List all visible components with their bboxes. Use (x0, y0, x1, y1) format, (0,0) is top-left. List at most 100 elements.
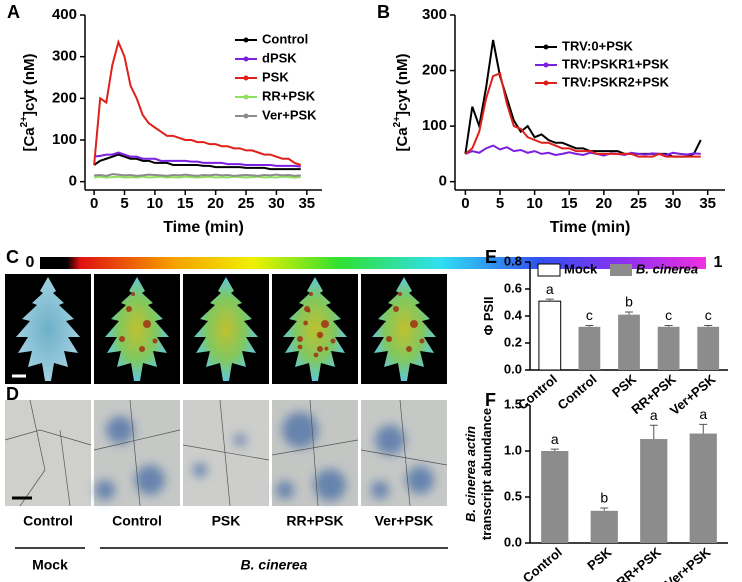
y-axis-label: Φ PSII (481, 297, 496, 336)
y-tick-label: 0 (439, 173, 447, 190)
panel-letter: D (6, 384, 19, 404)
y-tick-label: 0.6 (504, 280, 522, 295)
bar (541, 451, 569, 543)
column-label: RR+PSK (286, 513, 343, 529)
legend-label: Ver+PSK (262, 107, 317, 122)
y-tick-label: 400 (52, 6, 77, 23)
x-tick-label: 20 (596, 195, 613, 212)
significance-letter: b (600, 490, 608, 506)
x-tick-label: 15 (177, 195, 194, 212)
leaf-images (5, 274, 447, 384)
bar (697, 326, 720, 370)
x-tick-label: 35 (699, 195, 716, 212)
y-tick-label: 200 (52, 89, 77, 106)
scale-min: 0 (26, 254, 35, 271)
column-label: Control (112, 513, 162, 529)
panel-letter: C (6, 247, 19, 267)
y-tick-label: 100 (52, 131, 77, 148)
y-axis-label-part: [Ca (394, 127, 411, 152)
legend-marker (243, 56, 249, 62)
color-scale (40, 257, 706, 269)
scale-max: 1 (714, 254, 723, 271)
significance-letter: c (705, 307, 712, 323)
error-bar (664, 324, 673, 327)
y-axis-label-part: ]cyt (nM) (21, 53, 38, 116)
y-axis-label-line: B. cinerea actin (463, 426, 478, 522)
significance-letter: a (650, 407, 658, 423)
panel-letter: A (7, 2, 20, 22)
legend-marker (243, 113, 249, 119)
y-axis-label-part: 2+ (392, 116, 403, 128)
bar (618, 314, 640, 370)
x-tick-label: 15 (561, 195, 578, 212)
y-tick-label: 0.8 (504, 253, 522, 268)
y-axis-label: [Ca2+]cyt (nM) (392, 53, 411, 151)
significance-letter: c (586, 307, 593, 323)
legend-label: TRV:PSKR2+PSK (562, 74, 670, 89)
x-tick-label: Control (520, 544, 565, 582)
legend-label: TRV:0+PSK (562, 38, 634, 53)
x-tick-label: 20 (207, 195, 224, 212)
legend-swatch (537, 263, 561, 277)
panel-letter: E (485, 247, 497, 267)
legend-swatch (610, 264, 632, 276)
y-tick-label: 1.0 (504, 442, 522, 457)
error-bar (625, 311, 633, 315)
x-tick-label: 10 (147, 195, 164, 212)
column-label: Control (23, 513, 73, 529)
x-tick-label: 0 (461, 195, 469, 212)
y-tick-label: 0.5 (504, 488, 522, 503)
y-tick-label: 0.0 (504, 534, 522, 549)
error-bar (649, 424, 658, 440)
error-bar (585, 324, 594, 327)
data-line (464, 71, 701, 158)
bar (689, 433, 717, 543)
error-bar (550, 448, 559, 451)
x-axis-label: Time (min) (163, 219, 244, 236)
legend-marker (243, 75, 249, 81)
significance-letter: a (551, 431, 559, 447)
error-bar (704, 324, 713, 327)
y-axis-label: B. cinerea actintranscript abundance (463, 408, 494, 540)
x-tick-label: 30 (665, 195, 682, 212)
x-tick-label: RR+PSK (614, 544, 665, 582)
y-tick-label: 300 (52, 48, 77, 65)
x-tick-label: 0 (90, 195, 98, 212)
significance-letter: c (665, 307, 672, 323)
significance-letter: b (625, 294, 633, 310)
data-line (93, 153, 301, 171)
x-tick-label: 5 (496, 195, 504, 212)
y-axis-label-line: Φ PSII (481, 297, 496, 336)
group-label: Mock (32, 557, 68, 573)
legend-label: RR+PSK (262, 88, 316, 103)
legend-marker (543, 80, 549, 86)
x-tick-label: Ver+PSK (662, 544, 714, 582)
bar (657, 326, 680, 370)
error-bar (600, 507, 609, 511)
y-tick-label: 100 (422, 117, 447, 134)
significance-letter: a (699, 406, 707, 422)
y-axis-label: [Ca2+]cyt (nM) (19, 53, 38, 151)
y-axis-label-part: 2+ (19, 116, 30, 128)
legend-label: PSK (262, 69, 289, 84)
y-tick-label: 300 (422, 6, 447, 23)
data-line (94, 173, 301, 177)
y-tick-label: 1.5 (504, 396, 522, 411)
y-axis-label-part: ]cyt (nM) (394, 53, 411, 116)
panel-letter: F (485, 390, 496, 410)
legend-marker (243, 37, 249, 43)
x-tick-label: PSK (584, 544, 615, 573)
x-axis-label: Time (min) (550, 219, 631, 236)
legend-marker (543, 62, 549, 68)
x-tick-label: 5 (120, 195, 128, 212)
legend-label: dPSK (262, 50, 297, 65)
y-tick-label: 0.2 (504, 334, 522, 349)
column-label: PSK (212, 513, 241, 529)
error-bar (699, 423, 708, 434)
y-tick-label: 0.0 (504, 361, 522, 376)
column-label: Ver+PSK (375, 513, 434, 529)
y-tick-label: 200 (422, 62, 447, 79)
x-tick-label: 25 (238, 195, 255, 212)
x-tick-label: 25 (630, 195, 647, 212)
data-line (93, 151, 301, 168)
